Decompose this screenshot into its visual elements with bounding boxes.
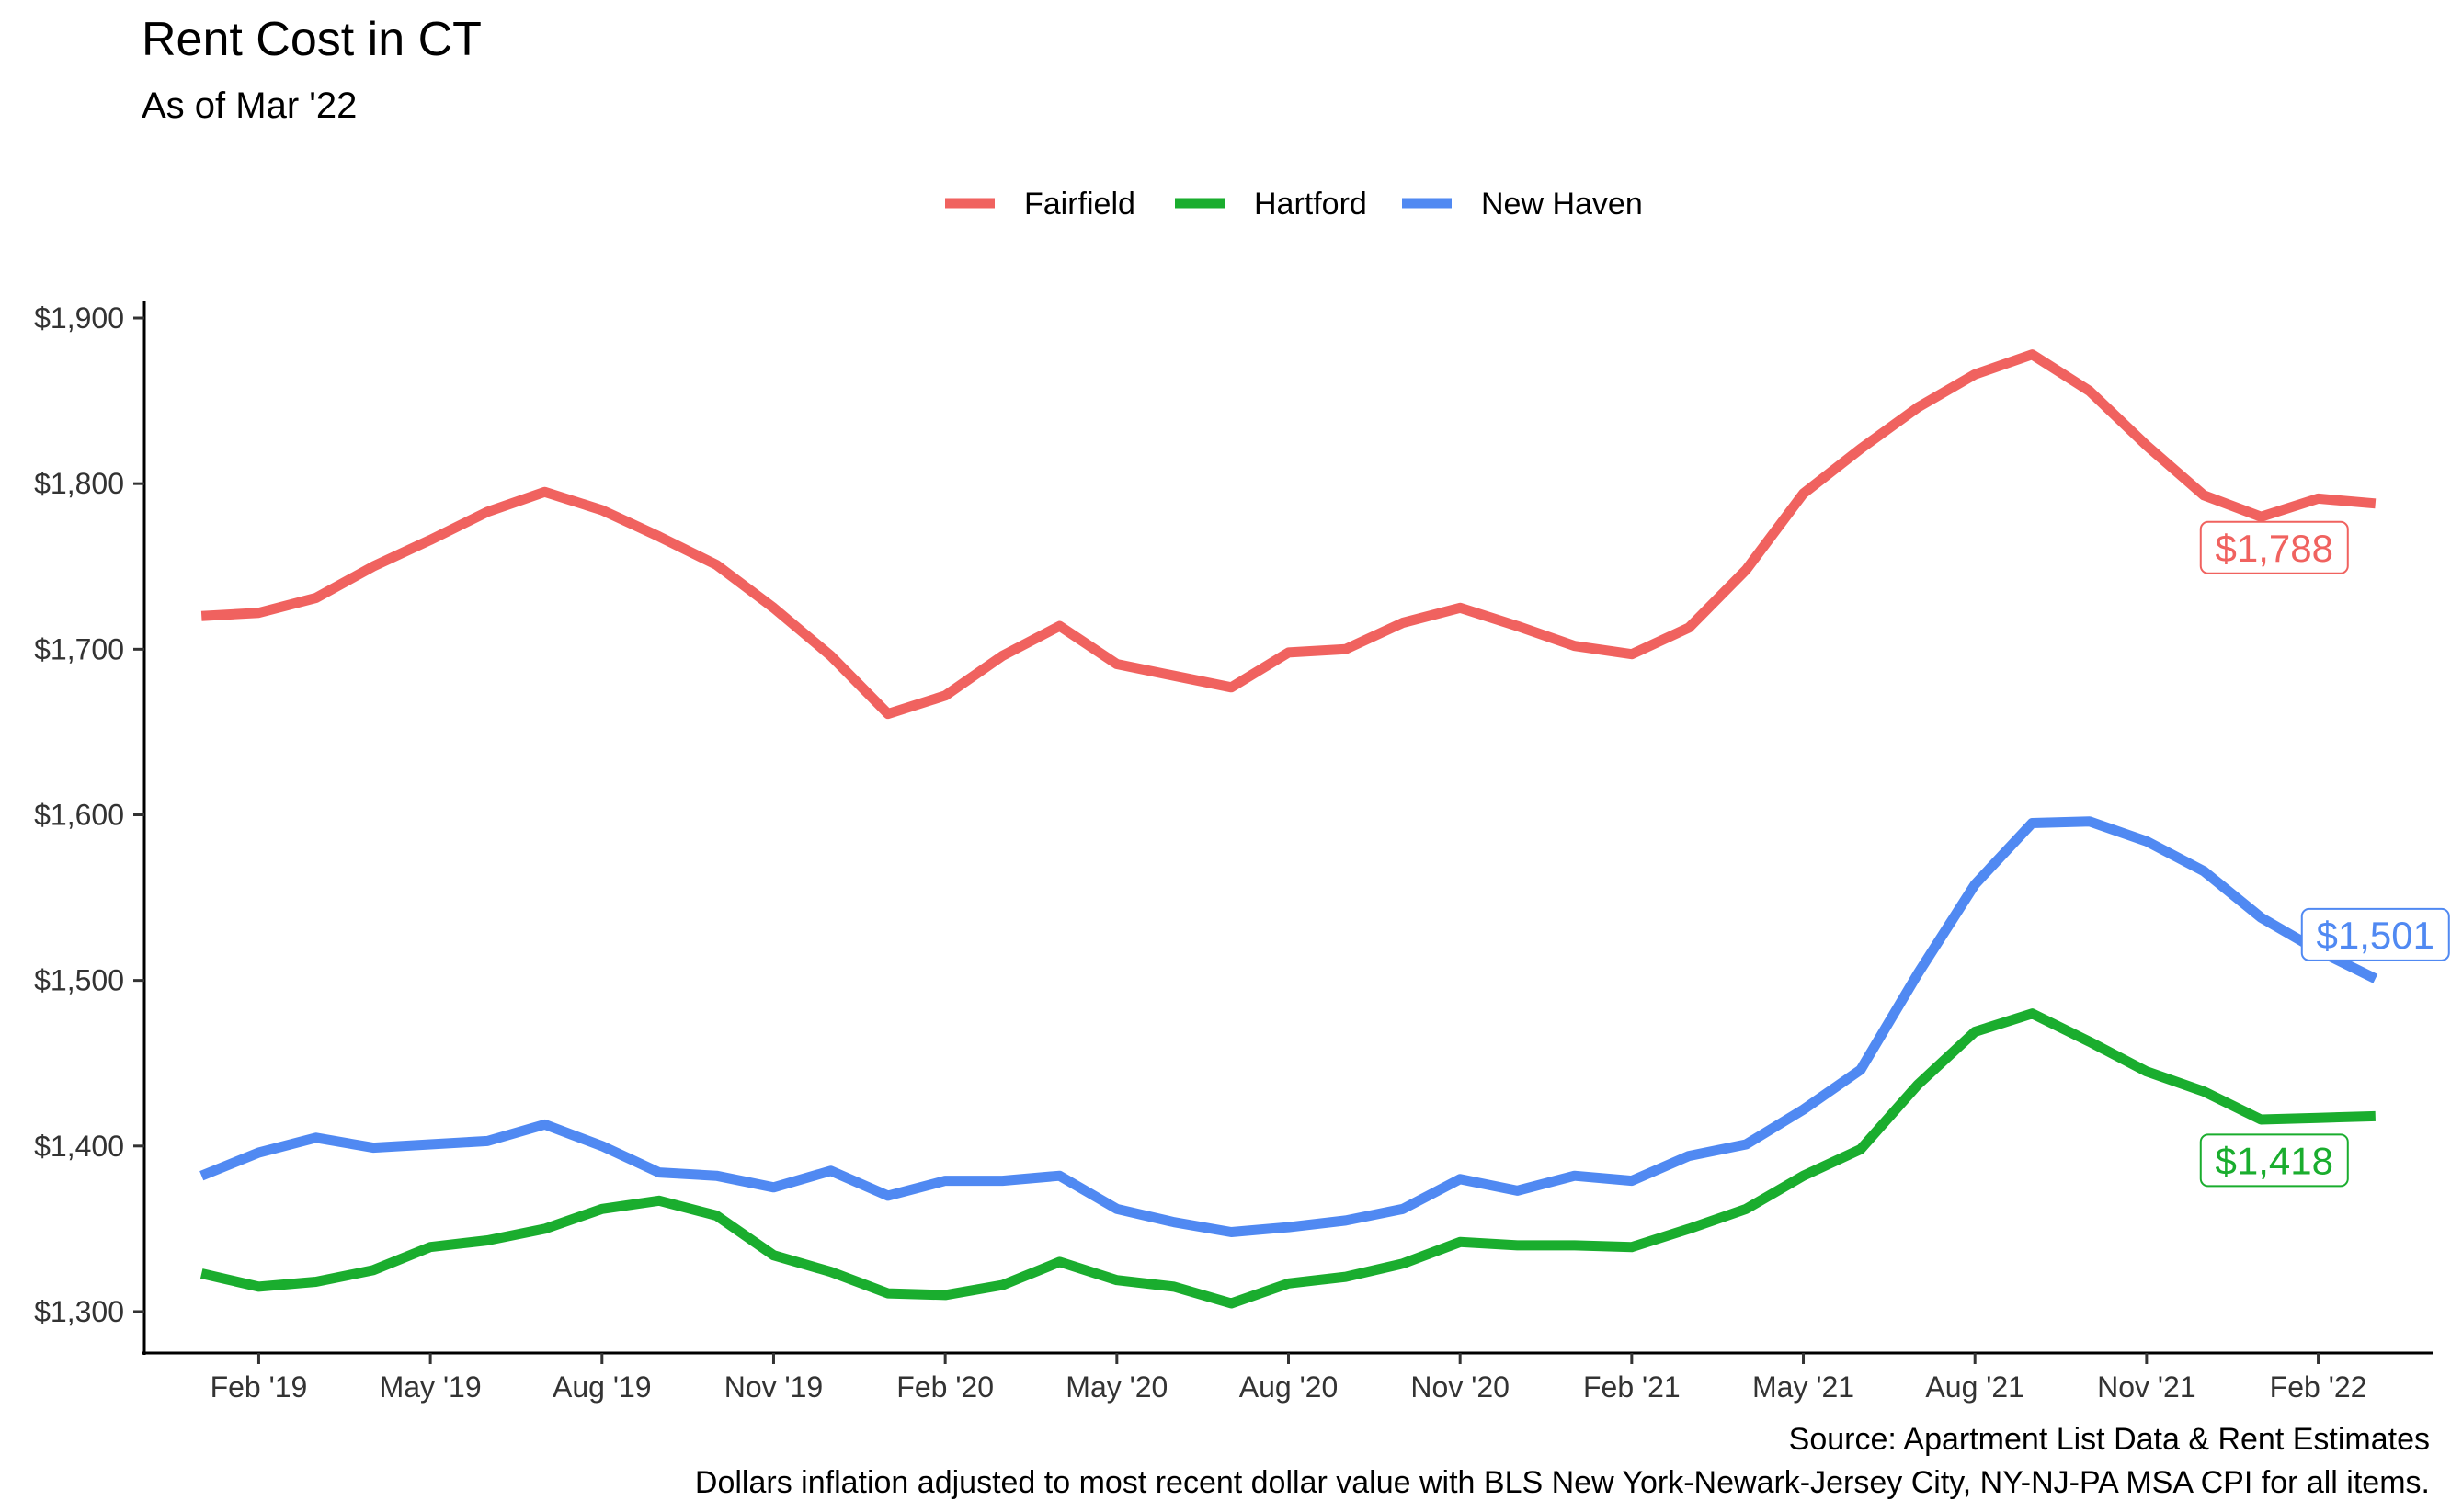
chart-title: Rent Cost in CT — [142, 13, 482, 66]
x-tick-label: Feb '20 — [896, 1370, 994, 1404]
end-label-fairfield: $1,788 — [2199, 520, 2349, 574]
legend-item-fairfield: Fairfield — [945, 187, 1135, 222]
x-tick-label: Feb '21 — [1583, 1370, 1681, 1404]
end-labels: $1,788 $1,418 $1,501 — [2199, 520, 2450, 1188]
series-line-hartford — [200, 1008, 2376, 1309]
end-label-value: $1,418 — [2216, 1139, 2333, 1182]
x-tick-label: Feb '19 — [211, 1370, 308, 1404]
x-tick-label: May '20 — [1066, 1370, 1168, 1404]
axes — [142, 301, 2433, 1355]
x-tick-label: Feb '22 — [2270, 1370, 2367, 1404]
caption-note: Dollars inflation adjusted to most recen… — [695, 1465, 2430, 1500]
end-label-box — [2199, 1133, 2349, 1188]
chart-subtitle: As of Mar '22 — [142, 85, 357, 126]
y-axis-ticks: $1,300 $1,400 $1,500 $1,600 $1,700 $1,800 $1,9… — [34, 301, 144, 1328]
x-tick-label: Aug '20 — [1239, 1370, 1339, 1404]
y-tick-label: $1,800 — [34, 467, 124, 500]
y-tick-label: $1,400 — [34, 1130, 124, 1163]
y-tick-label: $1,900 — [34, 301, 124, 335]
legend-label: New Haven — [1481, 187, 1643, 222]
x-tick-label: Aug '19 — [553, 1370, 652, 1404]
end-label-new-haven: $1,501 — [2300, 907, 2450, 961]
x-axis-ticks: Feb '19 May '19 Aug '19 Nov '19 Feb '20 May '… — [211, 1353, 2367, 1404]
legend-label: Hartford — [1254, 187, 1367, 222]
x-tick-label: May '21 — [1752, 1370, 1854, 1404]
end-label-hartford: $1,418 — [2199, 1133, 2349, 1188]
x-tick-label: Nov '19 — [724, 1370, 824, 1404]
x-tick-label: Nov '21 — [2097, 1370, 2196, 1404]
series-line-new-haven — [200, 816, 2378, 1237]
y-tick-label: $1,500 — [34, 964, 124, 997]
legend-label: Fairfield — [1024, 187, 1135, 222]
end-label-value: $1,788 — [2216, 527, 2333, 570]
x-tick-label: May '19 — [380, 1370, 482, 1404]
end-label-value: $1,501 — [2317, 914, 2434, 957]
legend-item-hartford: Hartford — [1175, 187, 1367, 222]
y-tick-label: $1,300 — [34, 1295, 124, 1328]
end-label-box — [2199, 520, 2349, 574]
caption-source: Source: Apartment List Data & Rent Estim… — [1789, 1422, 2430, 1457]
legend-item-new-haven: New Haven — [1402, 187, 1643, 222]
y-tick-label: $1,700 — [34, 632, 124, 665]
y-tick-label: $1,600 — [34, 798, 124, 831]
x-tick-label: Aug '21 — [1925, 1370, 2024, 1404]
series-lines — [200, 349, 2378, 1309]
x-tick-label: Nov '20 — [1410, 1370, 1510, 1404]
end-label-box — [2300, 907, 2450, 961]
series-line-fairfield — [200, 349, 2377, 720]
legend: Fairfield Hartford New Haven — [945, 187, 1643, 222]
